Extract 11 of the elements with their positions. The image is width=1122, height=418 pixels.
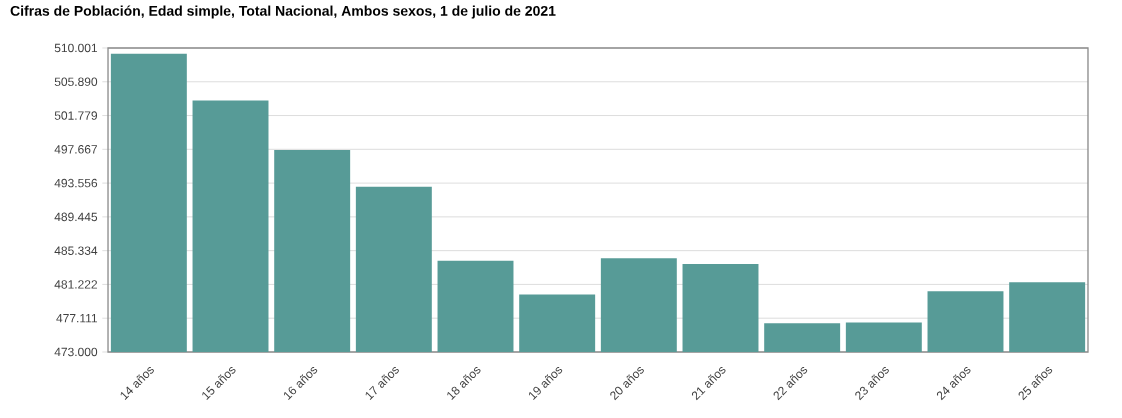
chart-title: Cifras de Población, Edad simple, Total Nacional, Ambos sexos, 1 de julio de 2021 bbox=[10, 5, 556, 19]
y-tick-label: 493.556 bbox=[54, 178, 98, 188]
y-tick-label: 481.222 bbox=[54, 280, 97, 289]
y-tick-label: 501.779 bbox=[54, 111, 98, 120]
y-tick-label: 497.667 bbox=[54, 145, 97, 154]
y-tick-label: 477.111 bbox=[56, 314, 98, 323]
y-tick-label: 473.000 bbox=[54, 347, 98, 357]
y-tick-label: 505.890 bbox=[54, 77, 98, 87]
y-tick-label: 489.445 bbox=[54, 212, 98, 222]
y-tick-label: 510.001 bbox=[54, 43, 98, 53]
y-tick-label: 485.334 bbox=[54, 246, 98, 255]
